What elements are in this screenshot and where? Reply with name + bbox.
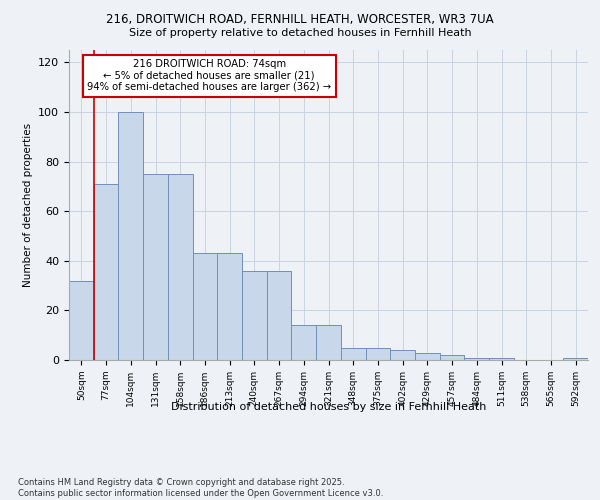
Bar: [464, 358, 489, 360]
Bar: [489, 358, 514, 360]
Bar: [316, 326, 341, 360]
Bar: [242, 270, 267, 360]
Text: Distribution of detached houses by size in Fernhill Heath: Distribution of detached houses by size …: [171, 402, 487, 412]
Text: 216 DROITWICH ROAD: 74sqm
← 5% of detached houses are smaller (21)
94% of semi-d: 216 DROITWICH ROAD: 74sqm ← 5% of detach…: [87, 60, 331, 92]
Text: 216, DROITWICH ROAD, FERNHILL HEATH, WORCESTER, WR3 7UA: 216, DROITWICH ROAD, FERNHILL HEATH, WOR…: [106, 12, 494, 26]
Bar: [415, 352, 440, 360]
Bar: [168, 174, 193, 360]
Y-axis label: Number of detached properties: Number of detached properties: [23, 123, 32, 287]
Bar: [217, 254, 242, 360]
Bar: [143, 174, 168, 360]
Text: Contains HM Land Registry data © Crown copyright and database right 2025.
Contai: Contains HM Land Registry data © Crown c…: [18, 478, 383, 498]
Bar: [440, 355, 464, 360]
Bar: [292, 326, 316, 360]
Bar: [365, 348, 390, 360]
Bar: [193, 254, 217, 360]
Bar: [563, 358, 588, 360]
Bar: [341, 348, 365, 360]
Text: Size of property relative to detached houses in Fernhill Heath: Size of property relative to detached ho…: [128, 28, 472, 38]
Bar: [390, 350, 415, 360]
Bar: [69, 280, 94, 360]
Bar: [118, 112, 143, 360]
Bar: [267, 270, 292, 360]
Bar: [94, 184, 118, 360]
